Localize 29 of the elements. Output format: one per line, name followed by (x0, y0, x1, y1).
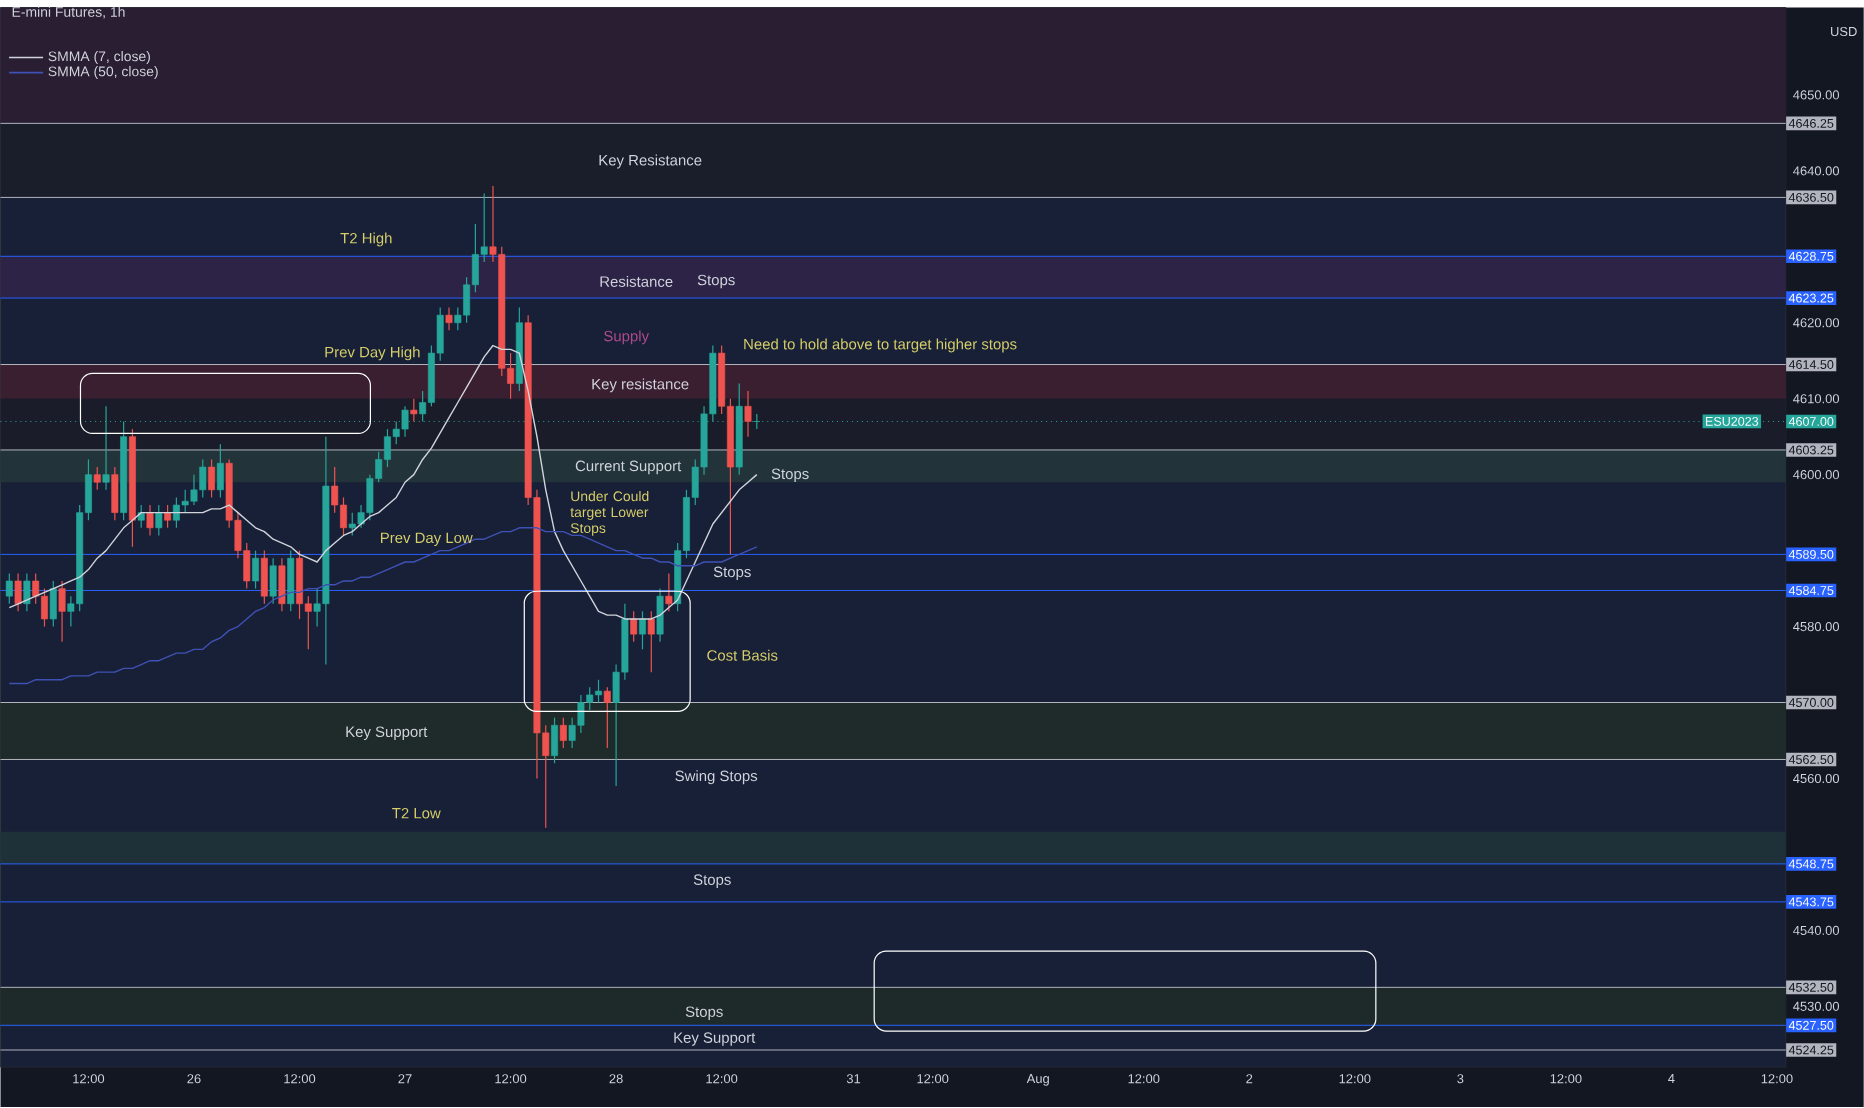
candlestick (603, 687, 611, 750)
candlestick (146, 504, 154, 537)
candlestick (93, 466, 101, 491)
candlestick (23, 573, 31, 613)
candlestick (137, 504, 145, 529)
candlestick (49, 580, 57, 628)
candlestick (164, 504, 172, 529)
candlestick (260, 550, 268, 605)
candlestick (252, 550, 260, 590)
candlestick (14, 573, 22, 613)
candlestick (278, 558, 286, 613)
candlestick (744, 390, 752, 438)
candlestick (155, 504, 163, 537)
candlestick (656, 588, 664, 643)
candlestick (216, 444, 224, 499)
candlestick (5, 573, 13, 605)
candlestick (287, 550, 295, 613)
candlestick (647, 611, 655, 674)
candlestick (269, 558, 277, 605)
candlestick (551, 717, 558, 765)
candlestick (665, 573, 673, 613)
candlestick (58, 580, 66, 643)
candlestick (630, 611, 638, 643)
candlestick (208, 459, 216, 499)
candlestick (111, 466, 119, 522)
candlestick (559, 717, 567, 750)
candlestick (445, 307, 453, 332)
candlestick (410, 398, 418, 423)
candlestick (639, 611, 646, 651)
